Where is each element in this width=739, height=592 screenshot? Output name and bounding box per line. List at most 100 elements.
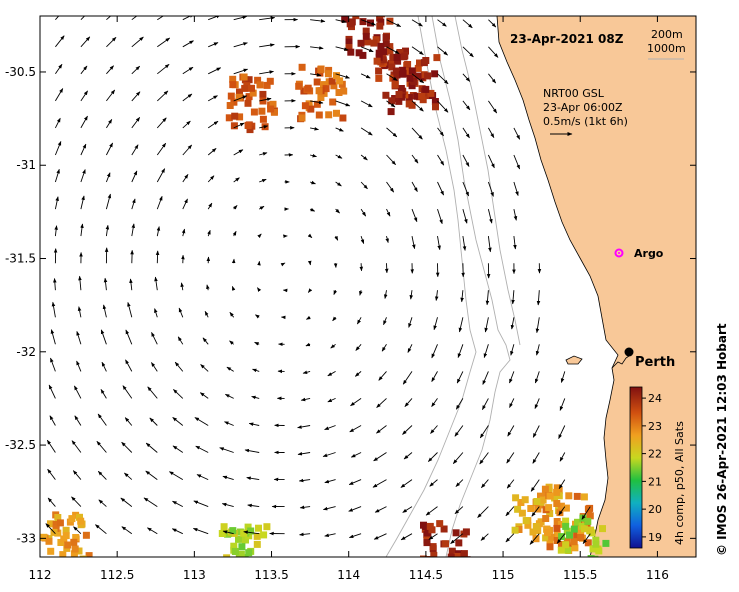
sst-pixel: [529, 528, 537, 536]
y-tick-label: -32: [16, 345, 36, 359]
current-vector: [54, 225, 58, 237]
current-vector: [455, 398, 464, 410]
sst-pixel: [307, 105, 315, 113]
sst-pixel: [423, 559, 430, 566]
current-vector: [259, 125, 269, 129]
sst-pixel: [340, 87, 348, 95]
current-vector: [156, 168, 166, 183]
current-vector: [182, 174, 189, 183]
current-vector: [73, 526, 82, 535]
sst-pixel: [380, 48, 387, 56]
sst-pixel: [534, 527, 542, 535]
colorbar: 24 23 22 21 20 19 4h comp, p50, All Sats: [629, 386, 686, 549]
current-vector: [462, 127, 470, 139]
current-vector: [400, 479, 413, 488]
sst-pixel: [305, 100, 313, 108]
sst-pixel: [557, 541, 565, 548]
current-vector: [334, 235, 339, 241]
current-vector: [411, 46, 424, 55]
sst-pixel: [527, 505, 535, 512]
island: [565, 355, 583, 365]
sst-pixel: [593, 558, 600, 565]
current-vector: [450, 533, 464, 544]
current-vector: [403, 452, 413, 460]
current-vector: [433, 317, 438, 331]
current-vector: [206, 284, 210, 291]
sst-pixel: [258, 107, 266, 115]
current-vector: [199, 392, 209, 399]
x-tick-label: 115.5: [563, 568, 597, 582]
sst-pixel: [298, 114, 306, 122]
current-vector: [487, 236, 492, 253]
current-vector: [360, 154, 368, 161]
sst-pixel: [440, 560, 447, 567]
sst-pixel: [301, 102, 309, 110]
current-vector: [431, 371, 438, 382]
current-vector: [207, 95, 218, 102]
current-vector: [98, 499, 107, 507]
current-vector: [462, 19, 473, 29]
sst-pixel: [47, 547, 55, 555]
sst-pixel: [393, 71, 401, 79]
sst-pixel: [256, 81, 264, 89]
current-vector: [386, 46, 400, 55]
current-vector: [477, 506, 489, 518]
current-vector: [479, 425, 489, 439]
sst-pixel: [295, 82, 303, 90]
sst-pixel: [462, 528, 470, 536]
current-vector: [47, 468, 56, 480]
current-vector: [173, 389, 184, 399]
current-vector: [231, 285, 236, 291]
current-vector: [151, 362, 158, 372]
current-vector: [156, 90, 169, 102]
current-vector: [55, 63, 63, 75]
current-vector: [224, 393, 234, 399]
sst-pixel: [76, 513, 83, 521]
sst-pixel: [455, 539, 463, 547]
current-vector: [182, 198, 188, 210]
colorbar-tick-label: 21: [648, 475, 662, 488]
current-vector: [258, 205, 265, 210]
sst-pixel: [429, 543, 437, 551]
current-vector: [357, 317, 362, 325]
sst-pixel: [404, 61, 412, 68]
sst-pixel: [398, 66, 406, 74]
current-vector: [131, 91, 141, 102]
sst-pixel: [260, 531, 268, 539]
x-tick-label: 112: [29, 568, 52, 582]
sst-pixel: [553, 530, 561, 538]
current-vector: [182, 40, 194, 48]
current-vector: [488, 73, 497, 84]
sst-pixel: [322, 85, 330, 93]
current-vector: [100, 389, 107, 399]
current-source: NRT00 GSL: [543, 87, 605, 100]
sst-pixel: [54, 514, 62, 521]
current-vector: [437, 73, 449, 85]
sst-pixel: [592, 536, 600, 544]
current-vector: [129, 278, 133, 291]
sst-pixel: [521, 496, 529, 504]
current-vector: [299, 532, 311, 537]
current-vector: [221, 502, 234, 508]
current-vector: [348, 479, 362, 486]
sst-pixel: [230, 122, 238, 130]
current-vector: [131, 198, 136, 210]
current-vector: [480, 533, 489, 541]
sst-pixel: [375, 53, 383, 61]
current-vector: [124, 472, 133, 480]
sst-pixel: [565, 492, 573, 500]
current-vector: [149, 417, 158, 426]
sst-pixel: [241, 84, 249, 92]
current-vector: [510, 317, 515, 330]
current-vector: [332, 316, 337, 322]
sst-pixel: [563, 527, 571, 535]
current-vector: [462, 208, 468, 224]
current-vector: [462, 181, 470, 197]
x-tick-label: 116: [646, 568, 669, 582]
current-vector: [386, 127, 398, 138]
current-vector: [131, 16, 138, 21]
sst-pixel: [70, 550, 78, 557]
sst-pixel: [563, 537, 571, 545]
current-vector: [145, 470, 158, 480]
argo-marker: [614, 248, 624, 258]
